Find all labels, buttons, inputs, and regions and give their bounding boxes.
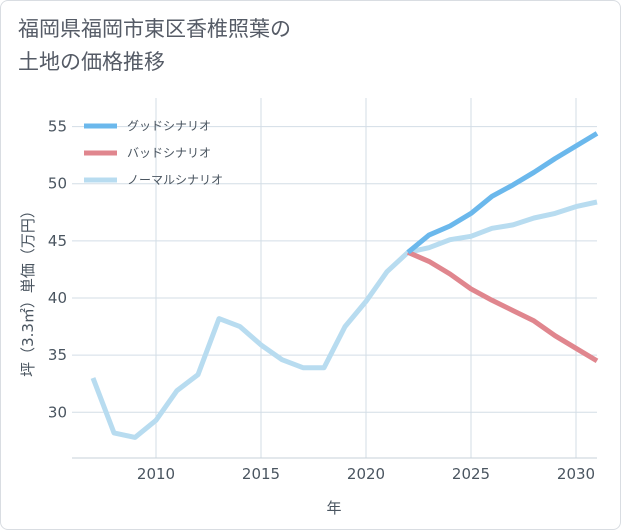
x-tick-label-2020: 2020 (347, 465, 385, 483)
x-axis-title: 年 (326, 499, 341, 517)
y-tick-label-45: 45 (48, 232, 67, 250)
x-tick-label-2010: 2010 (137, 465, 175, 483)
y-tick-label-35: 35 (48, 346, 67, 364)
legend-item-2[interactable]: ノーマルシナリオ (84, 173, 223, 187)
axis-labels: 2010 2015 2020 2025 2030 30 35 40 45 50 55 (48, 118, 595, 483)
x-tick-label-2015: 2015 (242, 465, 280, 483)
series-line-0 (406, 131, 599, 255)
y-tick-label-30: 30 (48, 403, 67, 421)
series-line-2 (90, 199, 598, 440)
x-tick-label-2025: 2025 (452, 465, 490, 483)
x-tick-label-2030: 2030 (557, 465, 595, 483)
legend-label-0: グッドシナリオ (127, 119, 211, 133)
y-tick-label-40: 40 (48, 289, 67, 307)
series-line-1 (407, 250, 599, 364)
y-tick-label-50: 50 (48, 175, 67, 193)
series-layer (90, 131, 599, 440)
legend-item-1[interactable]: バッドシナリオ (84, 146, 211, 160)
legend-label-2: ノーマルシナリオ (127, 173, 223, 187)
plot-area (72, 98, 597, 458)
legend-item-0[interactable]: グッドシナリオ (84, 119, 211, 133)
y-axis-title: 坪（3.3㎡）単価（万円） (19, 203, 37, 377)
chart-title: 福岡県福岡市東区香椎照葉の 土地の価格推移 (18, 13, 578, 79)
chart-title-line-1: 福岡県福岡市東区香椎照葉の (18, 17, 291, 41)
legend-label-1: バッドシナリオ (127, 146, 211, 160)
chart-title-line-2: 土地の価格推移 (18, 50, 165, 74)
grid (72, 98, 597, 459)
y-tick-label-55: 55 (48, 118, 67, 136)
